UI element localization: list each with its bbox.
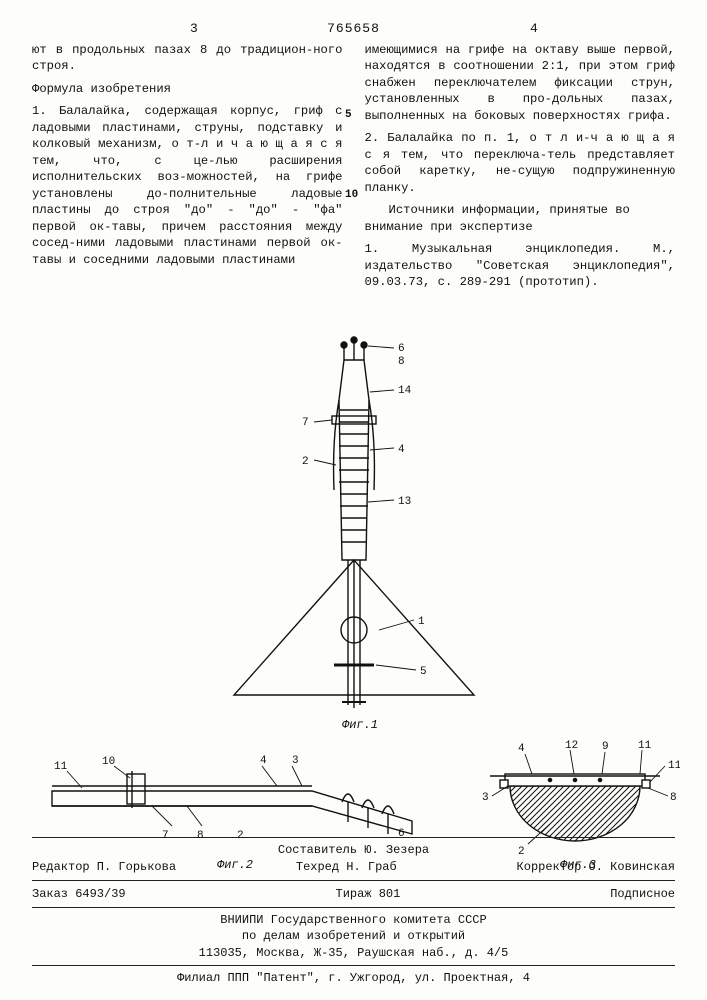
figure-1-svg: 1 5 2 7 4 14 6 8 13 Фиг.1 [184, 330, 524, 730]
sign: Подписное [610, 886, 675, 902]
right-paragraph-3: 1. Музыкальная энциклопедия. М., издател… [365, 241, 676, 290]
patent-number: 765658 [327, 20, 380, 38]
svg-text:7: 7 [302, 417, 309, 429]
svg-text:11: 11 [54, 761, 68, 773]
order: Заказ 6493/39 [32, 886, 126, 902]
page: 3 765658 4 5 10 ют в продольных пазах 8 … [0, 0, 707, 1000]
svg-text:8: 8 [398, 356, 405, 368]
svg-text:Фиг.1: Фиг.1 [342, 718, 378, 730]
claims-heading: Формула изобретения [32, 81, 343, 97]
left-paragraph-2: 1. Балалайка, содержащая корпус, гриф с … [32, 103, 343, 268]
corrector: Корректор О. Ковинская [517, 859, 675, 875]
right-paragraph-1: имеющимися на грифе на октаву выше перво… [365, 42, 676, 124]
svg-text:8: 8 [670, 792, 677, 804]
col-number-right: 4 [530, 20, 538, 38]
addr1: 113035, Москва, Ж-35, Раушская наб., д. … [32, 945, 675, 961]
svg-text:14: 14 [398, 385, 412, 397]
svg-text:12: 12 [565, 740, 578, 752]
order-row: Заказ 6493/39 Тираж 801 Подписное [32, 885, 675, 903]
right-paragraph-2: 2. Балалайка по п. 1, о т л и-ч а ю щ а … [365, 130, 676, 196]
svg-text:4: 4 [260, 755, 267, 767]
sources-heading: Источники информации, принятые во вниман… [365, 202, 676, 235]
divider-3 [32, 907, 675, 908]
column-left: ют в продольных пазах 8 до традицион-ног… [32, 42, 343, 297]
svg-text:6: 6 [398, 343, 405, 355]
credits-row: Редактор П. Горькова Техред Н. Граб Корр… [32, 858, 675, 876]
svg-text:11: 11 [668, 760, 680, 772]
svg-text:2: 2 [302, 456, 309, 468]
svg-text:5: 5 [420, 666, 427, 678]
svg-text:4: 4 [518, 743, 525, 755]
editor: Редактор П. Горькова [32, 859, 176, 875]
svg-text:10: 10 [102, 756, 115, 768]
footer: Составитель Ю. Зезера Редактор П. Горько… [32, 833, 675, 986]
tirazh: Тираж 801 [336, 886, 401, 902]
figure-1: 1 5 2 7 4 14 6 8 13 Фиг.1 [32, 330, 675, 736]
svg-text:1: 1 [418, 616, 425, 628]
svg-text:3: 3 [292, 755, 299, 767]
col-number-left: 3 [190, 20, 198, 38]
divider-2 [32, 880, 675, 881]
svg-text:9: 9 [602, 741, 609, 753]
org2: по делам изобретений и открытий [32, 928, 675, 944]
svg-text:4: 4 [398, 444, 405, 456]
svg-text:3: 3 [482, 792, 489, 804]
divider-1 [32, 837, 675, 838]
techred: Техред Н. Граб [296, 859, 397, 875]
filial: Филиал ППП "Патент", г. Ужгород, ул. Про… [32, 970, 675, 986]
column-right: имеющимися на грифе на октаву выше перво… [365, 42, 676, 297]
org1: ВНИИПИ Государственного комитета СССР [32, 912, 675, 928]
composer-line: Составитель Ю. Зезера [32, 842, 675, 858]
left-paragraph-1: ют в продольных пазах 8 до традицион-ног… [32, 42, 343, 75]
divider-4 [32, 965, 675, 966]
text-columns: ют в продольных пазах 8 до традицион-ног… [32, 42, 675, 297]
figures-block: 1 5 2 7 4 14 6 8 13 Фиг.1 [32, 330, 675, 881]
svg-text:13: 13 [398, 496, 411, 508]
svg-text:11: 11 [638, 740, 652, 752]
